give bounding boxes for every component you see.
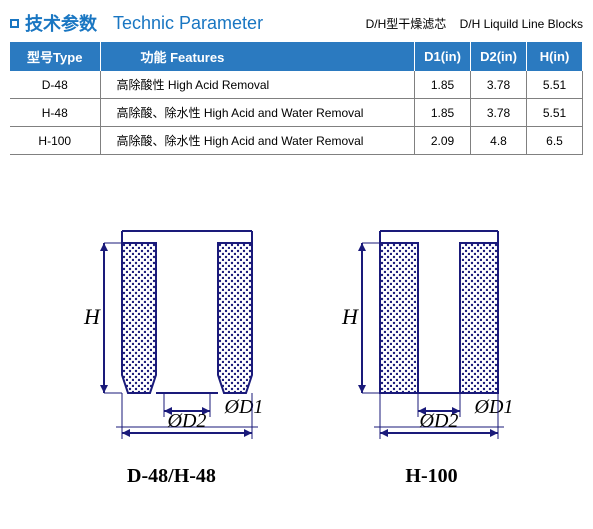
th-h: H(in): [527, 42, 583, 71]
svg-text:H: H: [341, 304, 359, 329]
svg-text:ØD1: ØD1: [223, 396, 263, 418]
svg-text:ØD2: ØD2: [166, 410, 206, 432]
cell-features: 高除酸、除水性 High Acid and Water Removal: [100, 127, 415, 155]
cell-type: D-48: [10, 71, 100, 99]
cell-d1: 1.85: [415, 71, 471, 99]
diagram-left-label: D-48/H-48: [62, 465, 282, 488]
page-header: 技术参数 Technic Parameter D/H型干燥滤芯 D/H Liqu…: [10, 10, 583, 36]
cell-features: 高除酸、除水性 High Acid and Water Removal: [100, 99, 415, 127]
header-left: 技术参数 Technic Parameter: [10, 10, 263, 36]
title-cn: 技术参数: [25, 10, 97, 36]
svg-text:ØD2: ØD2: [418, 410, 458, 432]
cell-d2: 4.8: [471, 127, 527, 155]
th-type: 型号Type: [10, 42, 100, 71]
diagram-right: H ØD1 ØD2 H-100: [332, 225, 532, 488]
cell-d2: 3.78: [471, 99, 527, 127]
th-d1: D1(in): [415, 42, 471, 71]
svg-text:H: H: [83, 304, 101, 329]
th-features: 功能 Features: [100, 42, 415, 71]
parameter-table: 型号Type 功能 Features D1(in) D2(in) H(in) D…: [10, 42, 583, 155]
cell-h: 5.51: [527, 99, 583, 127]
sub-cn: D/H型干燥滤芯: [366, 17, 447, 31]
cell-d1: 2.09: [415, 127, 471, 155]
cell-d1: 1.85: [415, 99, 471, 127]
table-header-row: 型号Type 功能 Features D1(in) D2(in) H(in): [10, 42, 583, 71]
cell-type: H-48: [10, 99, 100, 127]
th-d2: D2(in): [471, 42, 527, 71]
cell-h: 5.51: [527, 71, 583, 99]
svg-text:ØD1: ØD1: [473, 396, 513, 418]
cell-d2: 3.78: [471, 71, 527, 99]
cell-h: 6.5: [527, 127, 583, 155]
cell-features: 高除酸性 High Acid Removal: [100, 71, 415, 99]
table-row: H-48高除酸、除水性 High Acid and Water Removal1…: [10, 99, 583, 127]
table-row: H-100高除酸、除水性 High Acid and Water Removal…: [10, 127, 583, 155]
table-row: D-48高除酸性 High Acid Removal1.853.785.51: [10, 71, 583, 99]
bullet-icon: [10, 19, 19, 28]
title-en: Technic Parameter: [113, 13, 263, 34]
diagram-left: H ØD1 ØD2 D-48/H-48: [62, 225, 282, 488]
diagram-right-label: H-100: [332, 465, 532, 488]
header-right: D/H型干燥滤芯 D/H Liquild Line Blocks: [366, 15, 583, 32]
cell-type: H-100: [10, 127, 100, 155]
diagrams: H ØD1 ØD2 D-48/H-48 H ØD1 ØD2 H-100: [10, 225, 583, 488]
sub-en: D/H Liquild Line Blocks: [460, 17, 583, 31]
